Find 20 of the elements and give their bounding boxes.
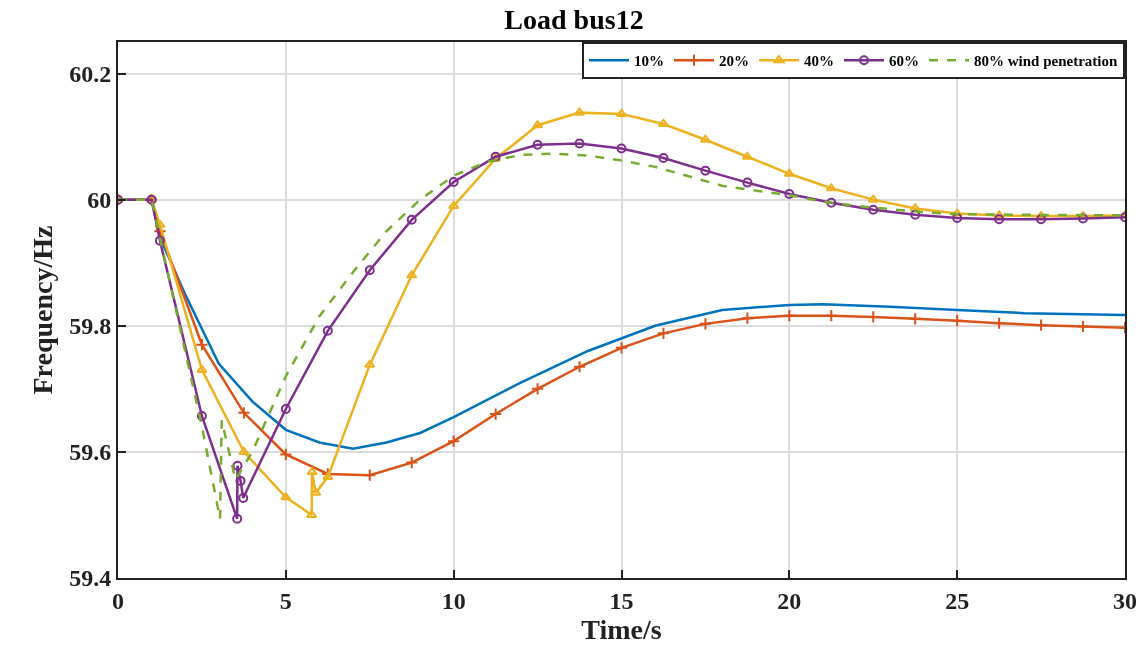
y-tick-label: 59.6 (69, 439, 112, 466)
x-axis-title: Time/s (581, 613, 662, 645)
x-tick-label: 15 (609, 587, 634, 614)
x-tick-label: 0 (112, 587, 124, 614)
x-tick-label: 10 (441, 587, 466, 614)
y-tick-label: 59.4 (69, 565, 112, 592)
x-tick-label: 30 (1113, 587, 1137, 614)
x-tick-label: 25 (945, 587, 970, 614)
legend-label: 60% (889, 53, 919, 70)
legend-label: 20% (719, 53, 749, 70)
legend-label: 10% (634, 53, 664, 70)
legend-label: 80% wind penetration (974, 53, 1118, 70)
chart-title: Load bus12 (504, 4, 644, 36)
legend-label: 40% (804, 53, 834, 70)
x-tick-label: 20 (777, 587, 802, 614)
y-tick-label: 60 (87, 187, 112, 214)
y-tick-label: 59.8 (69, 313, 112, 340)
x-tick-label: 5 (279, 587, 292, 614)
y-axis-title: Frequency/Hz (27, 225, 59, 395)
y-tick-label: 60.2 (69, 60, 112, 87)
